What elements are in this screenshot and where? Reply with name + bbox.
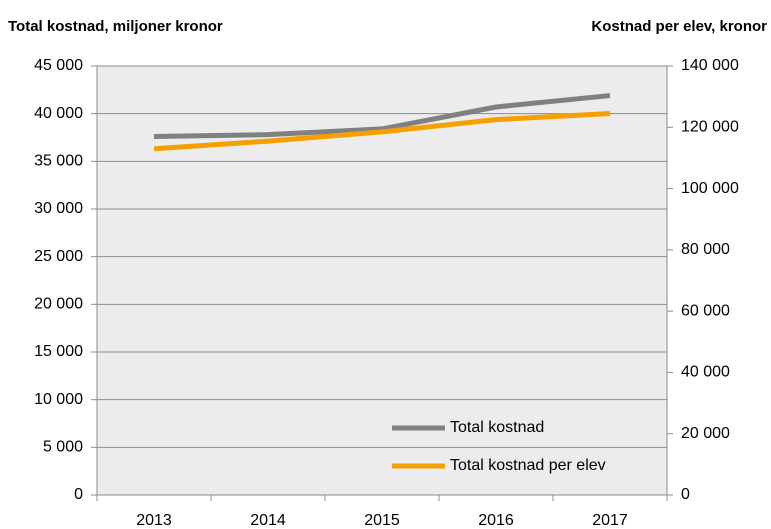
y-tick-label: 30 000 [34,200,83,217]
x-tick-label: 2017 [592,512,628,529]
y-tick-label: 5 000 [43,439,83,456]
x-tick-label: 2015 [364,512,400,529]
y-tick-label: 35 000 [34,153,83,170]
y2-tick-label: 60 000 [681,302,730,319]
y2-tick-label: 0 [681,486,690,503]
legend-label: Total kostnad per elev [450,457,606,474]
y2-tick-label: 140 000 [681,57,739,74]
series-line [153,111,611,152]
y2-tick-label: 100 000 [681,180,739,197]
y2-tick-label: 40 000 [681,364,730,381]
x-tick-label: 2013 [136,512,172,529]
series-line [153,93,611,140]
y2-tick-label: 20 000 [681,425,730,442]
y2-tick-label: 120 000 [681,119,739,136]
x-tick-label: 2016 [478,512,514,529]
x-tick-label: 2014 [250,512,286,529]
y2-tick-label: 80 000 [681,241,730,258]
y-tick-label: 40 000 [34,105,83,122]
y2-axis-title: Kostnad per elev, kronor [591,18,767,35]
y-tick-label: 10 000 [34,391,83,408]
y-tick-label: 0 [74,486,83,503]
y-tick-label: 20 000 [34,296,83,313]
y-tick-label: 15 000 [34,343,83,360]
y-axis-title: Total kostnad, miljoner kronor [8,18,223,35]
y-tick-label: 25 000 [34,248,83,265]
legend-label: Total kostnad [450,419,544,436]
y-tick-label: 45 000 [34,57,83,74]
